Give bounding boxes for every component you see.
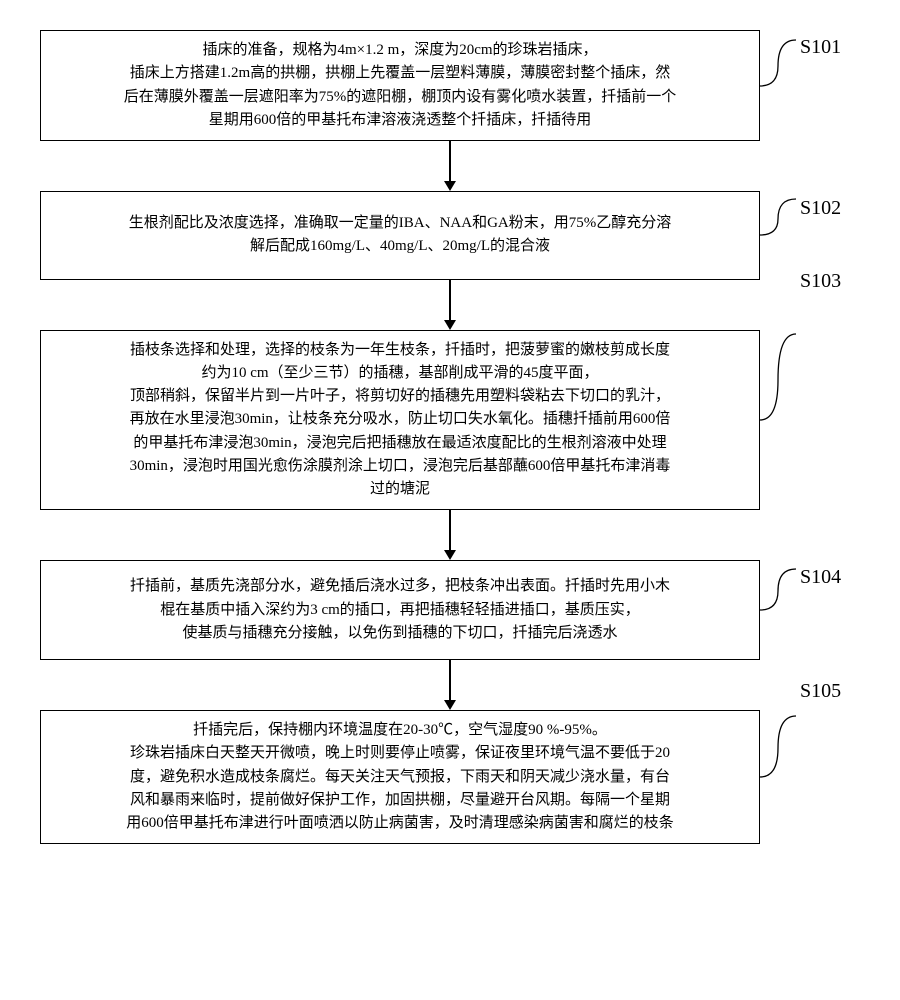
step-row-2: 生根剂配比及浓度选择，准确取一定量的IBA、NAA和GA粉末，用75%乙醇充分溶…	[40, 191, 860, 280]
step-text: 插枝条选择和处理，选择的枝条为一年生枝条，扦插时，把菠萝蜜的嫩枝剪成长度	[130, 339, 670, 362]
step-text: 插床的准备，规格为4m×1.2 m，深度为20cm的珍珠岩插床，	[202, 39, 597, 62]
bracket-s101	[760, 36, 800, 136]
step-text: 约为10 cm（至少三节）的插穗，基部削成平滑的45度平面，	[201, 362, 598, 385]
step-text: 扦插前，基质先浇部分水，避免插后浇水过多，把枝条冲出表面。扦插时先用小木	[130, 575, 670, 598]
curve-icon	[760, 565, 800, 655]
flowchart-container: 插床的准备，规格为4m×1.2 m，深度为20cm的珍珠岩插床， 插床上方搭建1…	[40, 30, 860, 844]
step-text: 生根剂配比及浓度选择，准确取一定量的IBA、NAA和GA粉末，用75%乙醇充分溶	[129, 212, 672, 235]
step-text: 使基质与插穗充分接触，以免伤到插穗的下切口，扦插完后浇透水	[182, 622, 617, 645]
curve-icon	[760, 36, 800, 136]
step-text: 用600倍甲基托布津进行叶面喷洒以防止病菌害，及时清理感染病菌害和腐烂的枝条	[126, 812, 674, 835]
step-box-s105: 扦插完后，保持棚内环境温度在20-30℃，空气湿度90 %-95%。 珍珠岩插床…	[40, 710, 760, 844]
bracket-s103	[760, 330, 800, 510]
step-text: 珍珠岩插床白天整天开微喷，晚上时则要停止喷雾，保证夜里环境气温不要低于20	[130, 742, 670, 765]
arrow	[90, 660, 810, 710]
arrow	[90, 280, 810, 330]
curve-icon	[760, 330, 800, 510]
step-box-s101: 插床的准备，规格为4m×1.2 m，深度为20cm的珍珠岩插床， 插床上方搭建1…	[40, 30, 760, 141]
arrow	[90, 141, 810, 191]
step-row-1: 插床的准备，规格为4m×1.2 m，深度为20cm的珍珠岩插床， 插床上方搭建1…	[40, 30, 860, 141]
step-label-s102: S102	[800, 197, 841, 220]
step-text: 风和暴雨来临时，提前做好保护工作，加固拱棚，尽量避开台风期。每隔一个星期	[130, 789, 670, 812]
bracket-s102	[760, 195, 800, 275]
step-row-4: 扦插前，基质先浇部分水，避免插后浇水过多，把枝条冲出表面。扦插时先用小木 棍在基…	[40, 560, 860, 660]
curve-icon	[760, 712, 800, 842]
step-text: 扦插完后，保持棚内环境温度在20-30℃，空气湿度90 %-95%。	[193, 719, 607, 742]
step-row-3: 插枝条选择和处理，选择的枝条为一年生枝条，扦插时，把菠萝蜜的嫩枝剪成长度 约为1…	[40, 330, 860, 511]
step-text: 解后配成160mg/L、40mg/L、20mg/L的混合液	[250, 235, 550, 258]
step-text: 后在薄膜外覆盖一层遮阳率为75%的遮阳棚，棚顶内设有雾化喷水装置，扦插前一个	[124, 86, 677, 109]
step-row-5: 扦插完后，保持棚内环境温度在20-30℃，空气湿度90 %-95%。 珍珠岩插床…	[40, 710, 860, 844]
step-text: 的甲基托布津浸泡30min，浸泡完后把插穗放在最适浓度配比的生根剂溶液中处理	[133, 432, 666, 455]
step-text: 顶部稍斜，保留半片到一片叶子，将剪切好的插穗先用塑料袋粘去下切口的乳汁，	[130, 385, 670, 408]
step-text: 再放在水里浸泡30min，让枝条充分吸水，防止切口失水氧化。插穗扦插前用600倍	[130, 408, 671, 431]
curve-icon	[760, 195, 800, 275]
step-text: 30min，浸泡时用国光愈伤涂膜剂涂上切口，浸泡完后基部蘸600倍甲基托布津消毒	[130, 455, 671, 478]
step-box-s102: 生根剂配比及浓度选择，准确取一定量的IBA、NAA和GA粉末，用75%乙醇充分溶…	[40, 191, 760, 280]
step-box-s104: 扦插前，基质先浇部分水，避免插后浇水过多，把枝条冲出表面。扦插时先用小木 棍在基…	[40, 560, 760, 660]
step-text: 星期用600倍的甲基托布津溶液浇透整个扦插床，扦插待用	[209, 109, 592, 132]
step-label-s104: S104	[800, 566, 841, 589]
bracket-s105	[760, 712, 800, 842]
step-box-s103: 插枝条选择和处理，选择的枝条为一年生枝条，扦插时，把菠萝蜜的嫩枝剪成长度 约为1…	[40, 330, 760, 511]
step-text: 度，避免积水造成枝条腐烂。每天关注天气预报，下雨天和阴天减少浇水量，有台	[130, 766, 670, 789]
step-text: 过的塘泥	[370, 478, 430, 501]
step-label-s101: S101	[800, 36, 841, 59]
step-text: 棍在基质中插入深约为3 cm的插口，再把插穗轻轻插进插口，基质压实，	[160, 599, 640, 622]
bracket-s104	[760, 565, 800, 655]
arrow	[90, 510, 810, 560]
step-text: 插床上方搭建1.2m高的拱棚，拱棚上先覆盖一层塑料薄膜，薄膜密封整个插床，然	[130, 62, 670, 85]
